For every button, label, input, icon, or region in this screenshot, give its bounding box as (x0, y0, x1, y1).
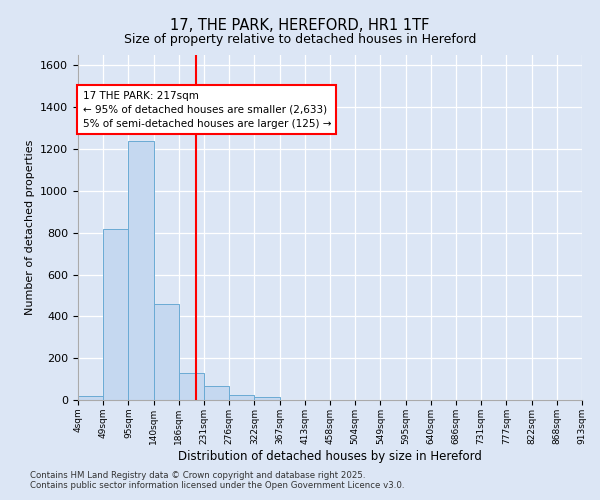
Text: Size of property relative to detached houses in Hereford: Size of property relative to detached ho… (124, 32, 476, 46)
Y-axis label: Number of detached properties: Number of detached properties (25, 140, 35, 315)
Bar (78, 396, 103, 400)
Text: Contains HM Land Registry data © Crown copyright and database right 2025.
Contai: Contains HM Land Registry data © Crown c… (30, 470, 404, 490)
Text: 17 THE PARK: 217sqm
← 95% of detached houses are smaller (2,633)
5% of semi-deta: 17 THE PARK: 217sqm ← 95% of detached ho… (83, 90, 331, 128)
X-axis label: Distribution of detached houses by size in Hereford: Distribution of detached houses by size … (178, 450, 482, 462)
Bar (128, 140, 154, 400)
Bar (229, 395, 254, 400)
Bar (154, 304, 179, 400)
Bar (103, 228, 128, 400)
Text: 17, THE PARK, HEREFORD, HR1 1TF: 17, THE PARK, HEREFORD, HR1 1TF (170, 18, 430, 32)
Bar (204, 386, 229, 400)
Bar (254, 398, 280, 400)
Bar (179, 373, 204, 400)
